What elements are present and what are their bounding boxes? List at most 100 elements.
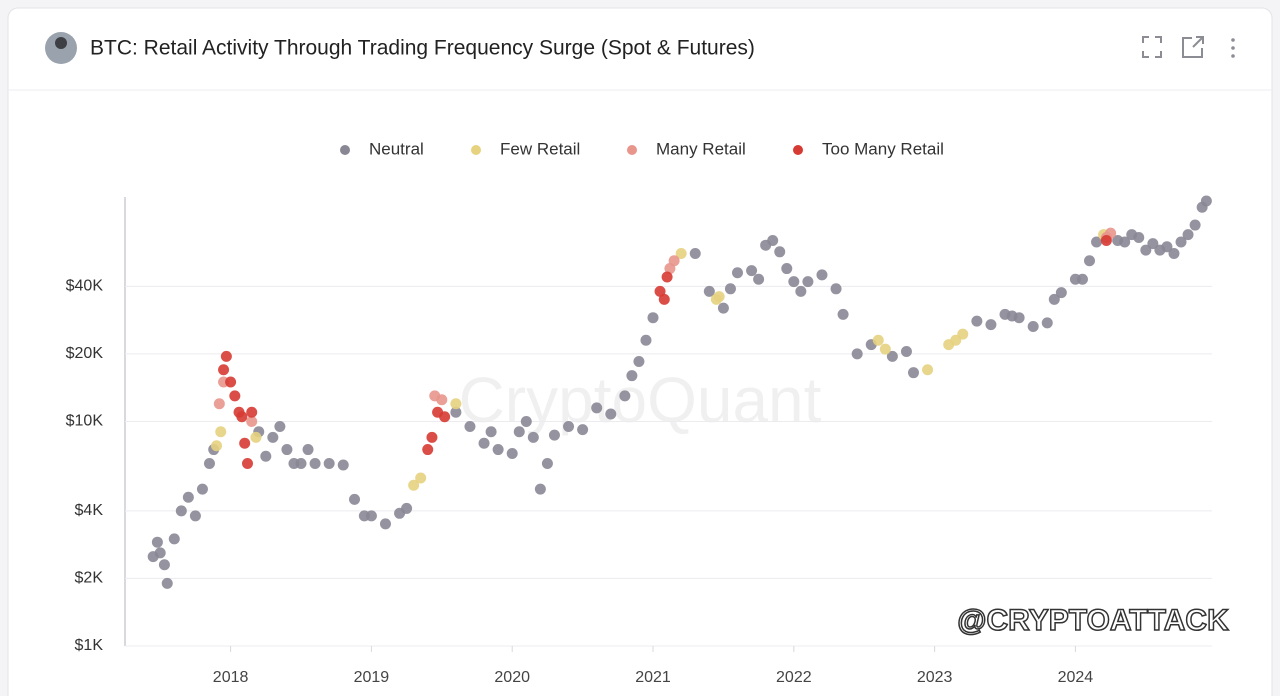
point: [408, 479, 420, 491]
fullscreen-icon[interactable]: [1142, 36, 1162, 58]
point: [713, 291, 725, 303]
point: [837, 308, 849, 320]
x-tick-label: 2024: [1058, 669, 1094, 686]
point: [478, 437, 490, 449]
x-tick-label: 2023: [917, 669, 953, 686]
point: [1084, 255, 1096, 267]
point: [241, 458, 253, 470]
point: [349, 493, 361, 505]
point: [563, 421, 575, 433]
open-icon[interactable]: [1182, 36, 1204, 58]
point: [220, 350, 232, 362]
point: [1140, 244, 1152, 256]
point: [229, 390, 241, 402]
point: [158, 559, 170, 571]
point: [640, 334, 652, 346]
point: [415, 472, 427, 484]
point: [422, 444, 434, 456]
point: [196, 483, 208, 495]
point: [661, 271, 673, 283]
point: [323, 458, 335, 470]
watermark: CryptoQuant: [459, 364, 822, 436]
point: [633, 356, 645, 368]
y-tick-label: $2K: [75, 570, 104, 587]
point: [746, 265, 758, 277]
point: [161, 577, 173, 589]
point: [175, 505, 187, 517]
point: [788, 276, 800, 288]
point: [168, 533, 180, 545]
point: [605, 408, 617, 420]
x-tick-label: 2019: [354, 669, 390, 686]
point: [1182, 229, 1194, 241]
point: [520, 416, 532, 427]
point: [971, 315, 983, 327]
point: [703, 285, 715, 297]
point: [548, 429, 560, 441]
point: [218, 364, 230, 376]
point: [1048, 293, 1060, 305]
point: [541, 458, 553, 470]
y-tick-label: $20K: [66, 345, 104, 362]
point: [900, 346, 912, 358]
legend-marker: [340, 145, 350, 155]
point: [154, 547, 166, 559]
point: [225, 376, 237, 388]
point: [246, 406, 258, 418]
menu-icon[interactable]: [1231, 38, 1235, 58]
legend-label: Too Many Retail: [822, 139, 944, 158]
credit: @CRYPTOATTACK: [957, 604, 1229, 637]
point: [492, 444, 504, 456]
legend-marker: [471, 145, 481, 155]
point: [211, 440, 223, 452]
point: [1200, 195, 1212, 207]
point: [260, 450, 272, 462]
y-tick-label: $4K: [75, 502, 104, 519]
point: [658, 293, 670, 305]
point: [527, 431, 539, 443]
point: [1041, 317, 1053, 329]
point: [1175, 236, 1187, 248]
x-tick-label: 2022: [776, 669, 812, 686]
point: [851, 348, 863, 360]
point: [309, 458, 321, 470]
legend-label: Few Retail: [500, 139, 580, 158]
point: [619, 390, 631, 402]
point: [534, 483, 546, 495]
y-tick-label: $10K: [66, 413, 104, 430]
point: [1100, 235, 1112, 247]
point: [1119, 236, 1131, 248]
x-tick-label: 2020: [494, 669, 530, 686]
point: [872, 334, 884, 346]
point: [236, 411, 248, 423]
point: [1147, 238, 1159, 250]
point: [626, 370, 638, 382]
point: [213, 398, 225, 410]
point: [401, 502, 413, 514]
point: [802, 276, 814, 288]
point: [215, 426, 227, 438]
point: [513, 426, 525, 438]
point: [506, 448, 518, 460]
point: [795, 285, 807, 297]
point: [426, 431, 438, 443]
y-tick-label: $40K: [66, 278, 104, 295]
point: [767, 235, 779, 247]
point: [1133, 232, 1145, 244]
point: [717, 302, 729, 314]
point: [830, 283, 842, 295]
point: [957, 328, 969, 340]
point: [1091, 236, 1103, 248]
avatar-face: [55, 37, 67, 49]
point: [591, 402, 603, 414]
point: [485, 426, 497, 438]
point: [450, 406, 462, 418]
point: [464, 421, 476, 433]
point: [1189, 219, 1201, 231]
point: [337, 459, 349, 471]
point: [379, 518, 391, 530]
point: [724, 283, 736, 295]
point: [189, 510, 201, 522]
point: [250, 431, 262, 443]
